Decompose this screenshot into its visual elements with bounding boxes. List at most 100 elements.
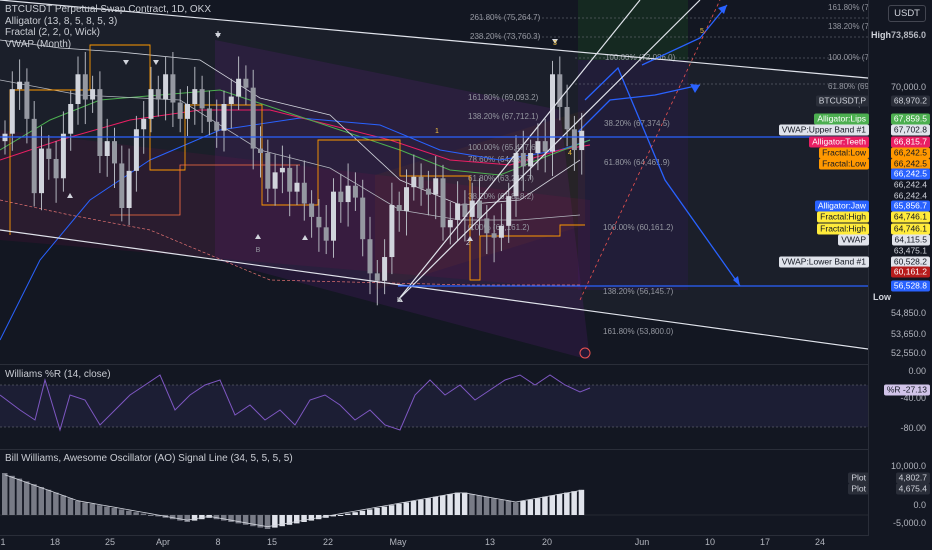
drawings[interactable]: 5 3 4 1 2 A B B: [0, 0, 891, 359]
time-tick: 17: [759, 537, 771, 547]
ao-bar: [294, 515, 300, 524]
ao-bar: [9, 475, 15, 515]
ao-bar: [542, 496, 548, 515]
price-label: 67,702.8: [890, 124, 930, 136]
candle: [404, 169, 409, 236]
ao-bar: [38, 487, 44, 515]
candle: [411, 154, 417, 201]
fib-label: 61.80% (69,795.3): [828, 82, 894, 91]
price-tick: 52,550.0: [890, 348, 926, 358]
indicator-alligator[interactable]: Alligator (13, 8, 5, 8, 5, 3): [5, 15, 118, 27]
pane-separator-1[interactable]: [0, 364, 932, 365]
ao-bar: [527, 499, 534, 515]
candle: [53, 141, 59, 203]
ao-bar: [133, 512, 139, 515]
currency-button[interactable]: USDT: [888, 5, 926, 22]
ao-bar: [169, 515, 176, 520]
price-label: 67,859.5: [890, 113, 930, 125]
ao-bar: [498, 499, 504, 515]
symbol-title[interactable]: BTCUSDT Perpetual Swap Contract, 1D, OKX: [5, 4, 212, 15]
price-label: 60,161.2: [890, 266, 930, 278]
wave-label: 1: [435, 128, 439, 135]
candle: [228, 78, 234, 129]
candle: [170, 52, 176, 128]
price-label-name: Fractal:High: [817, 211, 869, 223]
candle-body: [440, 178, 446, 228]
indicator-vwap[interactable]: VWAP (Month): [5, 38, 72, 50]
ao-bar: [454, 492, 461, 515]
awesome-oscillator-pane: [0, 473, 869, 529]
ao-plot-name: Plot: [848, 472, 869, 484]
time-axis[interactable]: 1 18 25 Apr 8 15 22 May 13 20 Jun 10 17 24: [0, 535, 869, 550]
fib-label: 261.80% (75,264.7): [470, 13, 541, 22]
candle: [396, 191, 402, 232]
wr-tick: 0.00: [908, 366, 926, 376]
alert-icon: [579, 347, 591, 359]
fib-label: 100.00% (65,477.6): [468, 143, 539, 152]
candle-body: [323, 227, 329, 241]
wr-tick: -40.00: [900, 393, 926, 403]
candle-body: [119, 163, 125, 208]
arrow-head: [718, 5, 727, 14]
price-label: 63,475.1: [890, 245, 930, 257]
background-shapes: 261.80% (75,264.7)238.20% (73,760.3)161.…: [0, 0, 899, 360]
williams-r-pane: [0, 374, 869, 432]
fib-label: 238.20% (73,760.3): [470, 32, 541, 41]
candle: [557, 56, 563, 121]
indicator-fractal[interactable]: Fractal (2, 2, 0, Wick): [5, 27, 101, 38]
ao-bar: [2, 473, 8, 515]
pane-separator-2[interactable]: [0, 449, 932, 450]
candle-body: [236, 78, 242, 97]
candle-body: [352, 185, 358, 198]
candle: [206, 90, 212, 136]
candle-body: [287, 167, 293, 192]
candle: [455, 181, 461, 241]
candle-body: [491, 233, 497, 238]
candle-body: [535, 141, 541, 154]
ao-bar: [301, 515, 307, 522]
candle-body: [258, 148, 263, 154]
candle-body: [170, 74, 176, 103]
ao-bar: [242, 515, 249, 525]
ao-bar: [235, 515, 242, 524]
ao-bar: [264, 515, 271, 529]
candle: [433, 156, 439, 220]
trend-line-1: [397, 0, 641, 301]
alligator-lips: [0, 89, 591, 176]
candle-body: [39, 148, 44, 194]
candle: [506, 182, 512, 243]
candle: [133, 115, 139, 192]
ao-bar: [534, 498, 541, 515]
ao-bar: [272, 515, 278, 528]
ao-bar: [549, 495, 555, 515]
williams-r-title[interactable]: Williams %R (14, close): [5, 369, 111, 380]
ao-bar: [104, 506, 110, 515]
time-tick: 13: [484, 537, 496, 547]
wave-label: B: [397, 297, 402, 304]
price-label: 66,242.4: [890, 179, 930, 191]
price-label: 66,242.5: [890, 147, 930, 159]
ao-plot-label: 4,675.4: [895, 483, 930, 495]
ao-bar: [111, 508, 117, 515]
ao-title[interactable]: Bill Williams, Awesome Oscillator (AO) S…: [5, 453, 293, 464]
candle-body: [112, 141, 117, 164]
candle-body: [126, 170, 132, 208]
indicator-lines: [0, 4, 741, 341]
fib-label: 161.80% (69,093.2): [468, 93, 539, 102]
price-label-name: Alligator:Teeth: [809, 136, 869, 148]
ao-bar: [425, 498, 431, 515]
ao-bar: [483, 496, 490, 515]
price-axis[interactable]: USDT 73,856.0 70,000.0 66,242.5 56,528.8 54,…: [778, 0, 932, 550]
candle: [46, 135, 52, 180]
candle-body: [46, 148, 52, 159]
candle: [68, 90, 74, 151]
candle-body: [396, 205, 402, 211]
candle: [528, 139, 534, 180]
projection-up: [577, 84, 701, 133]
candle-body: [68, 104, 74, 134]
price-label: 64,746.1: [890, 211, 930, 223]
candlesticks[interactable]: [2, 52, 585, 306]
time-tick: 18: [49, 537, 61, 547]
candle-body: [75, 74, 81, 104]
